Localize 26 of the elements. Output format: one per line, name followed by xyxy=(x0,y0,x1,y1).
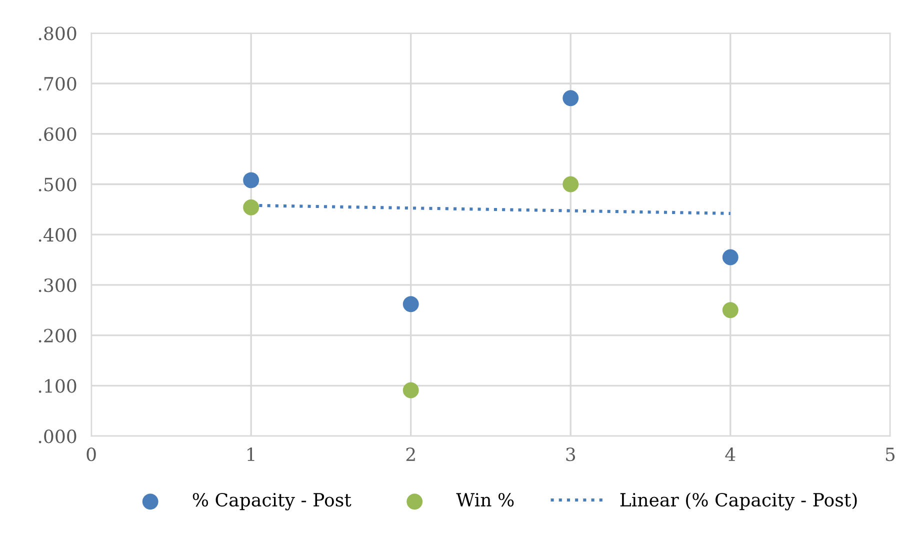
x-tick-label: 1 xyxy=(248,448,254,461)
x-tick-label: 4 xyxy=(725,448,736,461)
legend-label: % Capacity - Post xyxy=(192,492,352,510)
y-tick-label: .700 xyxy=(38,76,76,91)
point xyxy=(243,199,260,216)
legend-label: Linear (% Capacity - Post) xyxy=(620,492,857,510)
y-tick-label: .200 xyxy=(38,328,76,342)
y-tick-label: .600 xyxy=(38,127,76,141)
x-tick-label: 0 xyxy=(86,448,96,462)
point xyxy=(402,382,419,398)
y-tick-label: .400 xyxy=(38,228,76,242)
legend-label: Win % xyxy=(456,492,514,507)
y-tick-label: .800 xyxy=(38,26,76,40)
y-tick-label: .500 xyxy=(38,178,76,192)
point xyxy=(243,172,260,188)
point xyxy=(722,302,738,318)
x-tick-label: 2 xyxy=(406,448,415,461)
y-tick-label: .300 xyxy=(38,278,76,292)
point xyxy=(562,176,579,192)
point xyxy=(402,296,419,312)
y-tick-label: .000 xyxy=(38,430,76,444)
point xyxy=(562,90,579,106)
x-tick-label: 5 xyxy=(886,448,895,462)
y-tick-label: .100 xyxy=(38,379,76,393)
x-tick-label: 3 xyxy=(566,448,576,462)
point xyxy=(722,249,738,266)
